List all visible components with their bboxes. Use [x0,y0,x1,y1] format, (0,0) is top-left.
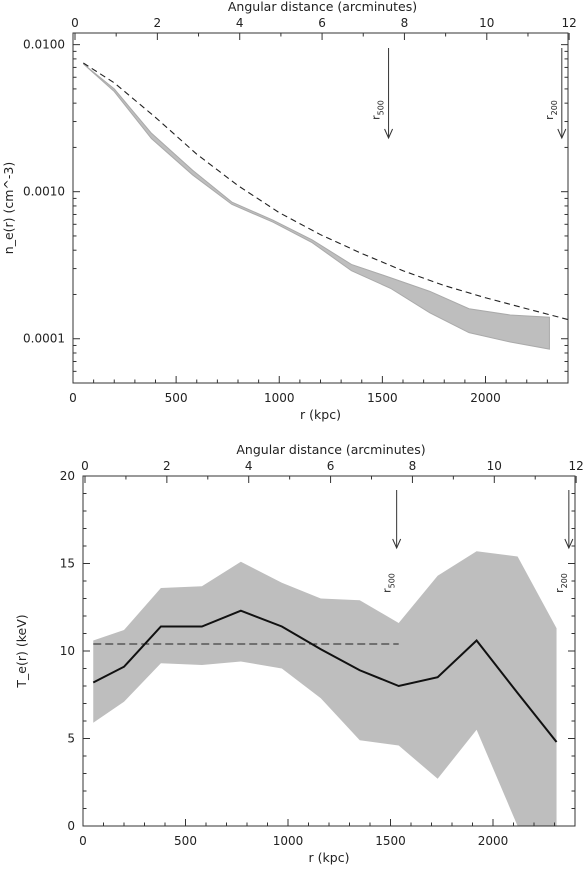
top-tick-label: 0 [81,459,89,473]
x-axis-label: r (kpc) [309,850,350,865]
x-tick-label: 500 [165,391,188,405]
top-tick-label: 4 [236,16,244,30]
top-tick-label: 2 [163,459,171,473]
x-tick-label: 500 [174,834,197,848]
top-tick-label: 8 [409,459,417,473]
x-tick-label: 1500 [367,391,398,405]
y-tick-label: 0.0100 [23,38,65,52]
x-tick-label: 1500 [375,834,406,848]
radius-arrow-head [392,538,402,550]
top-tick-label: 12 [562,16,577,30]
radius-arrow-label-main: r [543,115,556,120]
radius-arrow-head [384,128,394,140]
top-tick-label: 12 [569,459,584,473]
top-axis-label: Angular distance (arcminutes) [228,0,417,14]
y-tick-label: 0.0010 [23,185,65,199]
y-axis-label: n_e(r) (cm^-3) [1,162,16,254]
top-tick-label: 8 [401,16,409,30]
top-tick-label: 10 [479,16,494,30]
temperature-panel: 0 500 1000 1500 2000 0 2 4 6 8 10 12 0 5 10 15 20 r (kpc)… [14,442,584,865]
x-tick-label: 1000 [264,391,295,405]
y-tick-label: 10 [60,644,75,658]
x-tick-label: 0 [69,391,77,405]
radius-arrow-label-sub: 500 [388,573,397,588]
x-tick-label: 2000 [478,834,509,848]
radius-arrow-label-main: r [381,588,394,593]
radius-arrow-head [557,128,567,140]
radius-arrow-label-main: r [370,115,383,120]
radius-arrow-label-sub: 200 [550,100,559,115]
x-axis-label: r (kpc) [300,407,341,422]
model-curve [83,62,569,321]
radius-arrow-label: r500 [381,573,397,593]
error-band [93,551,557,826]
density-panel: 0 500 1000 1500 2000 0 2 4 6 8 10 12 0.0100 0.0010 0.0… [1,0,577,422]
y-tick-label: 15 [60,557,75,571]
radius-arrow-label: r200 [553,573,569,593]
top-tick-label: 4 [245,459,253,473]
radius-arrow-label: r200 [543,100,559,120]
top-tick-label: 6 [318,16,326,30]
radius-arrow-head [564,538,574,550]
y-tick-label: 20 [60,469,75,483]
radius-arrow-label-main: r [553,588,566,593]
top-tick-label: 10 [487,459,502,473]
top-axis-label: Angular distance (arcminutes) [236,442,425,457]
y-tick-label: 5 [67,732,75,746]
top-tick-label: 2 [154,16,162,30]
radius-arrow-label: r500 [370,100,386,120]
error-band [82,63,550,350]
x-tick-label: 2000 [470,391,501,405]
x-tick-label: 1000 [273,834,304,848]
top-tick-label: 6 [327,459,335,473]
x-tick-label: 0 [79,834,87,848]
y-axis-label: T_e(r) (keV) [14,614,29,688]
y-tick-label: 0 [67,819,75,833]
radius-arrow-label-sub: 500 [377,100,386,115]
radius-arrow-label-sub: 200 [560,573,569,588]
top-tick-label: 0 [71,16,79,30]
temperature-profile-line [92,609,558,743]
y-tick-label: 0.0001 [23,332,65,346]
